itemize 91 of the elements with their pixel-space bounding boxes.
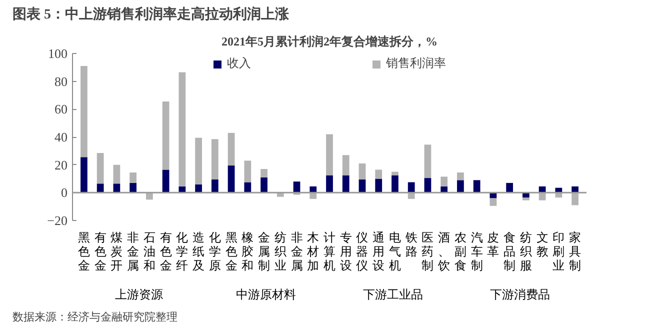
x-tick-label: 非金属 <box>127 230 140 272</box>
x-tick-label: 煤炭开 <box>110 230 123 272</box>
bar <box>80 66 88 158</box>
x-tick-label: 酒、饮 <box>437 230 450 272</box>
y-tick-label: 60 <box>54 102 68 117</box>
bar <box>457 180 464 193</box>
bar <box>440 176 448 186</box>
bar <box>424 178 432 193</box>
x-tick-label: 皮革 <box>487 230 500 258</box>
bar <box>96 153 104 184</box>
x-tick-label: 电气机 <box>388 230 401 272</box>
chart-subtitle: 2021年5月累计利润2年复合增速拆分，% <box>222 34 438 48</box>
bar <box>195 184 202 193</box>
bar <box>244 160 252 182</box>
y-tick-label: −20 <box>47 213 68 228</box>
bar <box>178 72 186 186</box>
x-tick-label: 有色金 <box>94 230 106 272</box>
bar <box>130 182 137 193</box>
bar <box>326 175 333 193</box>
y-tick-label: 40 <box>54 130 68 144</box>
bar <box>572 186 578 193</box>
text: 上游资源 <box>115 288 164 302</box>
bar <box>375 178 382 193</box>
bar <box>440 186 448 193</box>
bar <box>392 172 398 176</box>
text: 下游消费品 <box>490 288 550 302</box>
y-tick-label: 20 <box>54 157 68 172</box>
x-tick-label: 专用设 <box>340 230 352 272</box>
bar <box>260 177 268 193</box>
y-tick-label: 0 <box>61 185 68 200</box>
text: 下游工业品 <box>362 288 423 302</box>
x-tick-label: 通用设 <box>372 230 385 272</box>
x-tick-label: 石油和 <box>143 230 156 272</box>
x-tick-label: 计算机 <box>324 230 336 272</box>
x-tick-label: 文教 <box>536 230 548 258</box>
bar <box>572 192 578 206</box>
bar <box>178 186 186 193</box>
x-tick-label: 黑色金 <box>225 230 238 272</box>
x-tick-label: 化学原 <box>208 230 221 272</box>
x-tick-label: 医药制 <box>422 230 434 272</box>
bar <box>490 198 497 206</box>
bar <box>457 172 464 180</box>
x-tick-label: 造纸及 <box>192 230 205 272</box>
bar <box>162 102 170 170</box>
chart-title: 图表 5：中上游销售利润率走高拉动利润上涨 <box>12 6 290 22</box>
x-tick-label: 橡胶和 <box>242 230 254 272</box>
bar <box>358 163 366 180</box>
text: 中游原材料 <box>236 288 296 302</box>
legend-label: 销售利润率 <box>386 55 446 72</box>
bar <box>522 198 530 200</box>
bar <box>244 182 252 193</box>
x-tick-label: 金属制 <box>258 230 270 272</box>
y-tick-label: 80 <box>54 74 68 89</box>
bar <box>162 170 170 193</box>
y-tick-label: 100 <box>48 46 68 61</box>
bar <box>260 169 268 178</box>
bar <box>408 182 415 193</box>
x-tick-label: 家具制 <box>569 230 582 272</box>
bar <box>130 172 137 183</box>
bar <box>211 139 218 180</box>
x-tick-label: 木材加 <box>306 230 320 272</box>
x-tick-label: 有色金 <box>160 230 172 272</box>
bar <box>195 138 202 184</box>
bar <box>96 184 104 193</box>
bar <box>342 175 350 193</box>
bar <box>228 132 235 166</box>
x-tick-label: 纺织服 <box>520 230 532 272</box>
bar <box>228 166 235 193</box>
x-tick-label: 化学纤 <box>176 230 188 272</box>
x-tick-label: 黑色金 <box>78 230 90 272</box>
x-tick-label: 食品制 <box>504 230 516 272</box>
bar <box>424 144 432 178</box>
bar <box>392 175 398 193</box>
legend-label: 收入 <box>227 55 251 72</box>
bar <box>80 157 88 193</box>
x-tick-label: 非金属 <box>290 230 303 272</box>
x-tick-label: 农副食 <box>454 230 466 272</box>
bar <box>473 180 480 193</box>
bar <box>375 170 382 179</box>
x-tick-label: 仪器仪 <box>356 230 368 272</box>
x-tick-label: 铁路 <box>404 230 418 258</box>
bar <box>113 164 120 184</box>
x-tick-label: 纺织业 <box>274 230 286 272</box>
bar <box>506 182 513 193</box>
x-tick-label: 汽车制 <box>470 230 483 272</box>
bar <box>326 134 333 176</box>
source-note: 数据来源：经济与金融研究院整理 <box>12 310 178 324</box>
bar <box>211 179 218 193</box>
bar <box>310 186 317 193</box>
bar <box>342 155 350 176</box>
x-tick-label: 印刷业 <box>552 230 565 272</box>
